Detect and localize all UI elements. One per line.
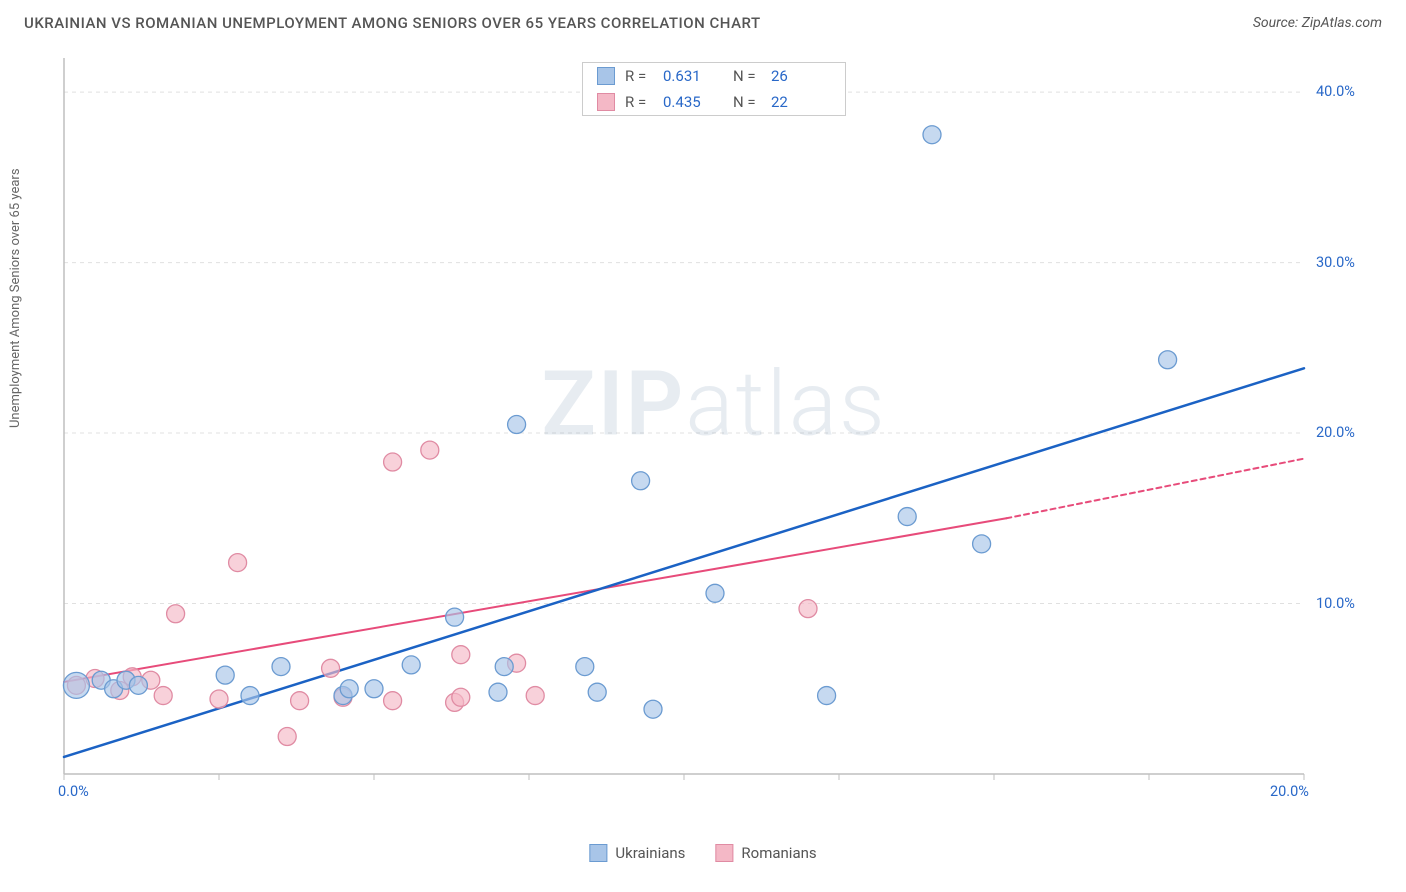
swatch-romanians	[597, 93, 615, 111]
legend-series: Ukrainians Romanians	[589, 844, 816, 862]
chart-container: Unemployment Among Seniors over 65 years…	[0, 48, 1406, 892]
swatch-ukrainians	[597, 67, 615, 85]
legend-item-ukrainians: Ukrainians	[589, 844, 685, 862]
x-tick-label: 0.0%	[58, 783, 89, 800]
swatch-romanians	[715, 844, 733, 862]
plot-svg	[54, 54, 1374, 814]
y-tick-label: 10.0%	[1316, 595, 1355, 612]
chart-source: Source: ZipAtlas.com	[1253, 15, 1382, 31]
y-tick-label: 30.0%	[1316, 254, 1355, 271]
y-tick-label: 40.0%	[1316, 83, 1355, 100]
chart-header: UKRAINIAN VS ROMANIAN UNEMPLOYMENT AMONG…	[0, 0, 1406, 42]
x-tick-label: 20.0%	[1270, 783, 1309, 800]
legend-row-romanians: R = 0.435 N = 22	[583, 89, 845, 115]
chart-title: UKRAINIAN VS ROMANIAN UNEMPLOYMENT AMONG…	[24, 14, 761, 32]
scatter-plot: ZIPatlas R = 0.631 N = 26 R = 0.435 N = …	[54, 54, 1374, 814]
y-axis-label: Unemployment Among Seniors over 65 years	[8, 168, 23, 428]
swatch-ukrainians	[589, 844, 607, 862]
legend-item-romanians: Romanians	[715, 844, 816, 862]
legend-row-ukrainians: R = 0.631 N = 26	[583, 63, 845, 89]
legend-correlation: R = 0.631 N = 26 R = 0.435 N = 22	[582, 62, 846, 116]
y-tick-label: 20.0%	[1316, 424, 1355, 441]
